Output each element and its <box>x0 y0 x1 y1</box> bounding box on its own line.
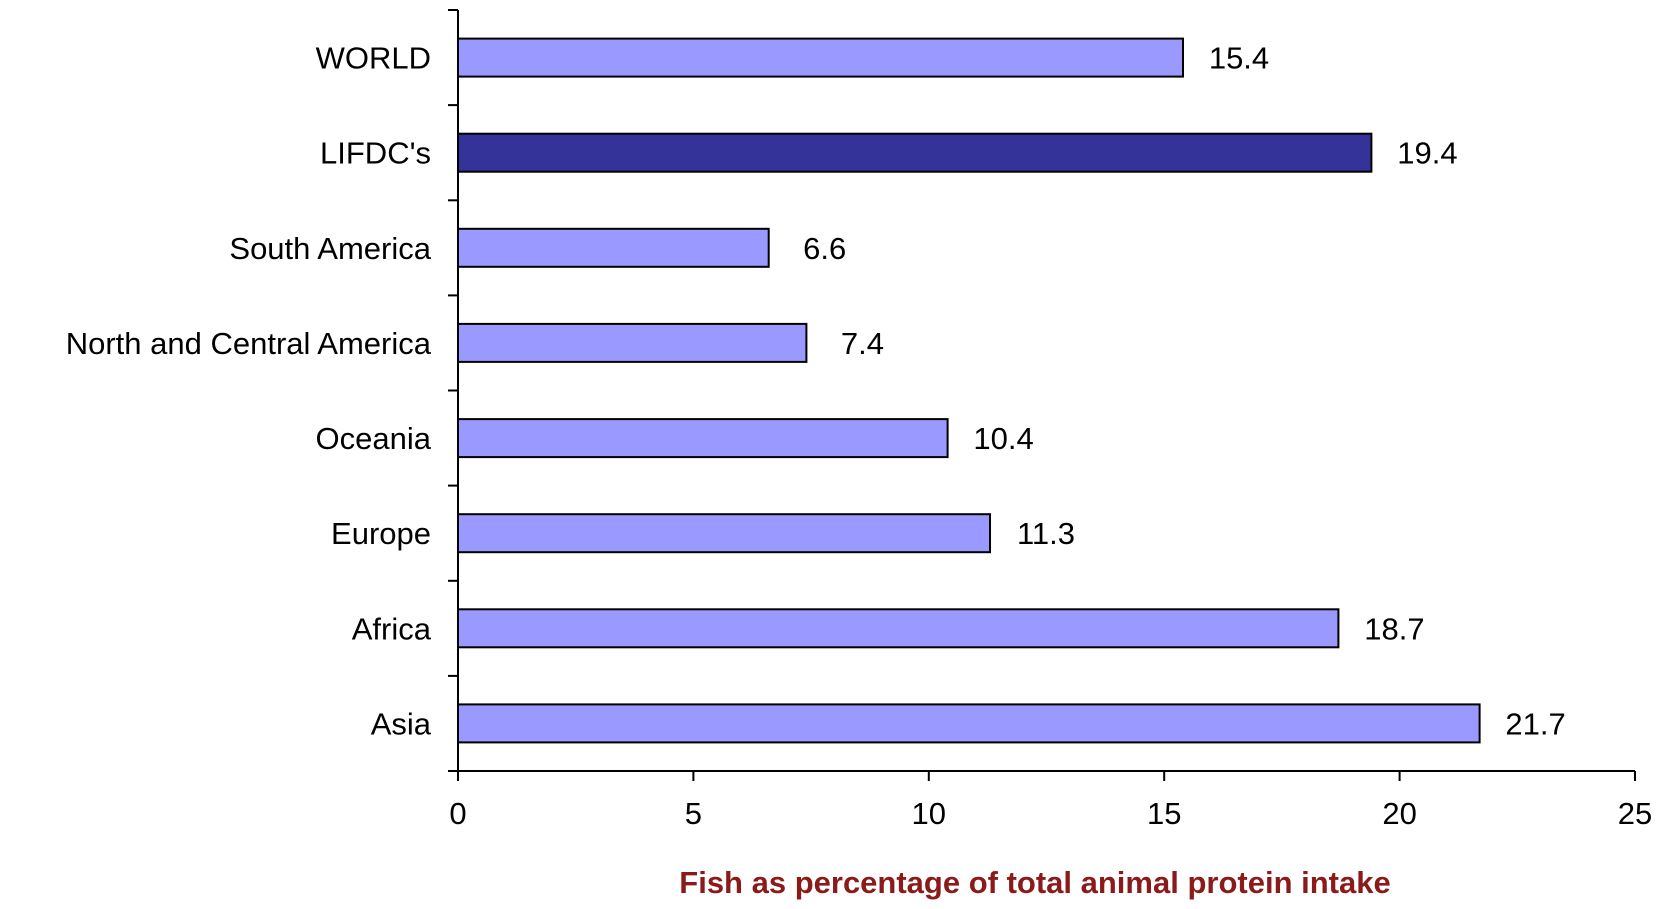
value-label-asia: 21.7 <box>1505 706 1565 741</box>
value-label-africa: 18.7 <box>1364 611 1424 646</box>
x-tick-label-20: 20 <box>1382 796 1416 831</box>
bar-africa <box>457 608 1340 649</box>
bar-world <box>457 37 1184 78</box>
x-axis-title: Fish as percentage of total animal prote… <box>679 865 1390 900</box>
value-label-lifdc-s: 19.4 <box>1397 136 1457 171</box>
category-label-africa: Africa <box>352 611 432 646</box>
x-tick-label-10: 10 <box>912 796 946 831</box>
labels-layer: WORLD 15.4 LIFDC's 19.4 South America 6.6 Nort… <box>66 41 1653 831</box>
value-label-world: 15.4 <box>1209 41 1269 76</box>
x-tick-label-15: 15 <box>1147 796 1181 831</box>
value-label-north-and-central-america: 7.4 <box>841 326 884 361</box>
value-label-south-america: 6.6 <box>803 231 846 266</box>
category-label-asia: Asia <box>371 706 432 741</box>
category-label-lifdc-s: LIFDC's <box>320 136 431 171</box>
value-label-oceania: 10.4 <box>973 421 1033 456</box>
category-label-oceania: Oceania <box>316 421 432 456</box>
category-label-europe: Europe <box>331 516 431 551</box>
value-label-europe: 11.3 <box>1017 516 1075 551</box>
x-tick-label-0: 0 <box>449 796 466 831</box>
bar-oceania <box>457 418 949 459</box>
axes-layer <box>448 9 1636 781</box>
bar-lifdc-s <box>457 132 1373 173</box>
x-tick-label-5: 5 <box>685 796 702 831</box>
bar-europe <box>457 513 991 554</box>
x-tick-label-25: 25 <box>1618 796 1652 831</box>
bar-north-and-central-america <box>457 322 808 363</box>
bar-asia <box>457 703 1481 744</box>
category-label-north-and-central-america: North and Central America <box>66 326 432 361</box>
category-label-world: WORLD <box>316 41 431 76</box>
category-label-south-america: South America <box>229 231 431 266</box>
bar-south-america <box>457 227 770 268</box>
bars-layer <box>457 37 1481 744</box>
